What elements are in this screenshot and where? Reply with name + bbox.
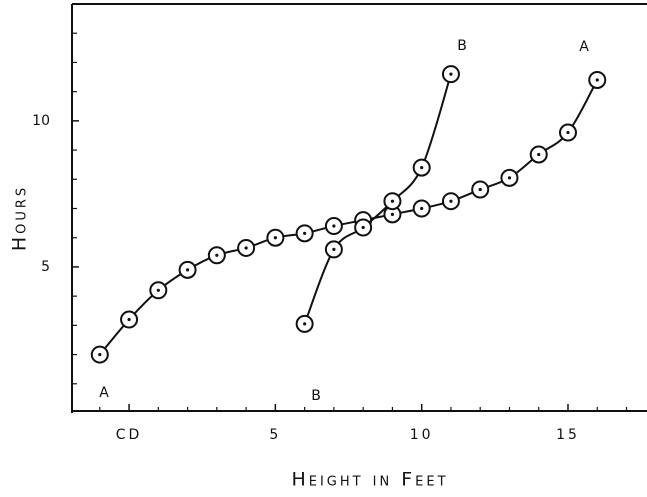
data-point-center (332, 247, 336, 251)
data-point-center (449, 72, 453, 76)
data-point-center (156, 288, 160, 292)
data-point-center (507, 176, 512, 180)
data-point-center (420, 166, 424, 170)
data-point-center (98, 352, 102, 357)
data-point-center (185, 268, 190, 272)
data-point-center (566, 130, 570, 135)
data-point-center (478, 187, 482, 192)
curve-label: B (311, 388, 321, 404)
y-tick-label: 10 (32, 113, 50, 129)
x-axis-title: Height in Feet (291, 469, 448, 491)
x-tick-label: 15 (556, 427, 580, 443)
data-point-center (390, 199, 395, 203)
data-point-center (127, 317, 131, 322)
data-point-center (303, 322, 307, 326)
data-point-center (390, 212, 395, 216)
curve-label: B (457, 38, 467, 54)
curve-label: A (579, 39, 589, 55)
y-tick-label: 5 (41, 259, 50, 275)
y-axis-title: Hours (9, 185, 31, 251)
data-point-center (215, 253, 219, 257)
data-point-center (537, 152, 541, 157)
data-point-center (303, 231, 307, 235)
curve-label: A (99, 385, 109, 401)
data-point-center (449, 199, 453, 203)
data-point-center (361, 225, 365, 230)
data-point-center (332, 224, 336, 228)
x-tick-label: 5 (269, 427, 281, 443)
x-tick-label: 10 (410, 427, 434, 443)
data-point-center (273, 236, 277, 240)
x-tick-label: CD (116, 427, 143, 443)
series-line (99, 79, 599, 356)
series-line (303, 73, 452, 325)
data-point-center (420, 206, 424, 211)
data-point-center (244, 246, 248, 250)
data-point-center (595, 78, 599, 82)
